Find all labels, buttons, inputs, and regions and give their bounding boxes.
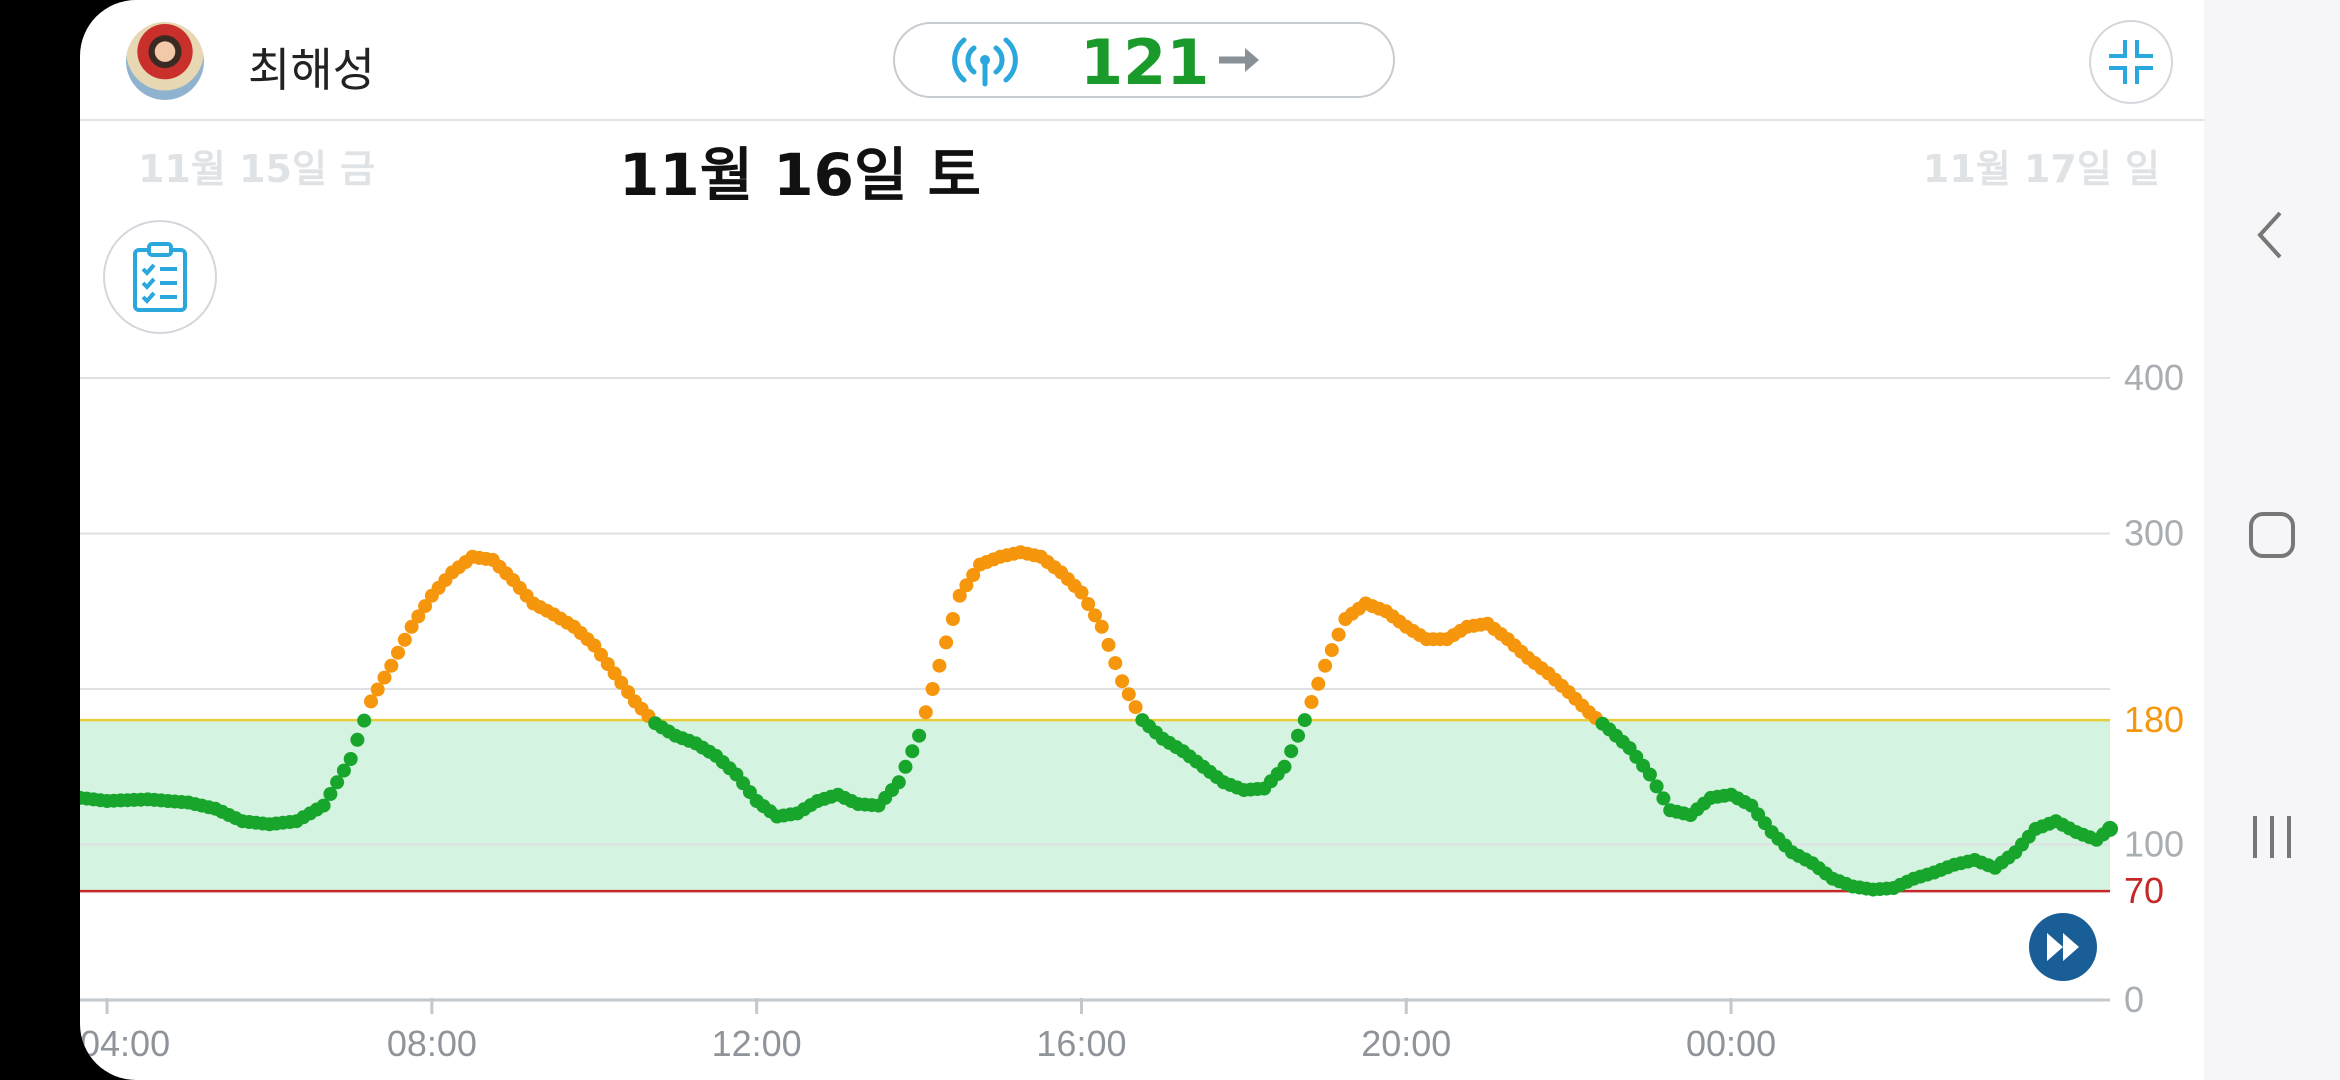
glucose-point xyxy=(1656,791,1671,806)
glucose-point xyxy=(1088,608,1102,623)
log-button[interactable] xyxy=(103,220,217,334)
system-navigation-bar xyxy=(2204,0,2340,1080)
glucose-point xyxy=(364,694,378,709)
glucose-point xyxy=(945,612,960,626)
glucose-data-points xyxy=(80,545,2118,897)
y-tick-label-300: 300 xyxy=(2124,513,2184,554)
glucose-point xyxy=(418,599,433,614)
glucose-point xyxy=(1642,767,1657,782)
y-tick-label-70: 70 xyxy=(2124,870,2164,911)
y-tick-label-0: 0 xyxy=(2124,979,2144,1020)
glucose-point xyxy=(1284,744,1299,759)
glucose-point xyxy=(932,658,947,673)
glucose-point xyxy=(898,759,913,774)
collapse-fullscreen-icon xyxy=(2109,40,2153,84)
glucose-point-latest xyxy=(2102,820,2118,837)
x-tick-label-2000: 20:00 xyxy=(1361,1023,1451,1064)
date-current-title: 11월 16일 토 xyxy=(619,141,981,209)
x-tick-label-1200: 12:00 xyxy=(712,1023,802,1064)
chart-gridlines xyxy=(80,377,2110,1002)
target-range-rect xyxy=(80,720,2110,892)
glucose-point xyxy=(966,568,981,582)
glucose-point xyxy=(959,578,974,593)
user-name: 최해성 xyxy=(248,43,375,97)
collapse-button[interactable] xyxy=(2089,20,2173,104)
current-glucose-value: 121 xyxy=(1080,26,1210,99)
glucose-point xyxy=(1331,627,1346,642)
glucose-point xyxy=(323,787,338,801)
chart-threshold-lines xyxy=(80,718,2110,893)
glucose-point xyxy=(1304,695,1319,709)
header-divider xyxy=(80,119,2204,121)
glucose-point xyxy=(905,744,920,759)
y-axis-labels: 0 70 100 180 300 400 xyxy=(2124,357,2184,1020)
glucose-point xyxy=(330,775,345,790)
glucose-point xyxy=(1115,674,1130,689)
x-tick-label-0800: 08:00 xyxy=(387,1023,477,1064)
y-tick-label-100: 100 xyxy=(2124,824,2184,865)
glucose-point xyxy=(377,670,392,685)
glucose-point xyxy=(1101,637,1116,652)
fast-forward-button[interactable] xyxy=(2029,913,2097,981)
nav-recents-button[interactable] xyxy=(2204,792,2340,882)
app-screen: 최해성 121 11월 15일 금 11월 16일 토 11월 17일 일 xyxy=(80,0,2204,1080)
glucose-point xyxy=(1311,676,1326,691)
date-next-button[interactable]: 11월 17일 일 xyxy=(1922,147,2160,191)
glucose-point xyxy=(370,682,385,697)
glucose-point xyxy=(1318,658,1333,673)
x-axis: 04:00 08:00 12:00 16:00 20:00 00:00 xyxy=(80,998,1776,1064)
clipboard-checklist-icon xyxy=(133,242,187,312)
glucose-point xyxy=(384,658,399,673)
glucose-point xyxy=(925,682,940,696)
trend-arrow-right-icon xyxy=(1219,48,1259,72)
glucose-point xyxy=(316,798,331,813)
glucose-point xyxy=(891,775,906,790)
glucose-point xyxy=(350,732,365,747)
glucose-point xyxy=(1128,700,1143,715)
glucose-point xyxy=(391,645,405,660)
glucose-point xyxy=(1074,585,1089,600)
glucose-point xyxy=(357,713,372,728)
fast-forward-icon xyxy=(2047,933,2079,961)
glucose-point xyxy=(952,588,967,603)
glucose-point xyxy=(1108,656,1123,671)
target-range-band xyxy=(80,720,2110,892)
glucose-point xyxy=(1121,687,1136,702)
glucose-status-pill[interactable]: 121 xyxy=(893,22,1395,99)
glucose-point xyxy=(1094,619,1109,634)
glucose-point xyxy=(939,635,954,650)
glucose-point xyxy=(343,752,358,766)
glucose-point xyxy=(404,619,419,634)
x-tick-label-1600: 16:00 xyxy=(1036,1023,1126,1064)
y-tick-label-400: 400 xyxy=(2124,357,2184,398)
nav-back-button[interactable] xyxy=(2204,190,2340,280)
avatar[interactable] xyxy=(126,22,204,100)
recents-lines-icon xyxy=(2253,816,2291,858)
glucose-point xyxy=(1291,728,1305,743)
glucose-point xyxy=(1324,643,1339,658)
x-tick-label-0400: 04:00 xyxy=(80,1023,170,1064)
glucose-point xyxy=(1649,779,1664,794)
glucose-point xyxy=(336,763,351,778)
y-tick-label-180: 180 xyxy=(2124,699,2184,740)
glucose-point xyxy=(411,609,426,624)
x-tick-label-0000: 00:00 xyxy=(1686,1023,1776,1064)
glucose-point xyxy=(1297,713,1312,728)
glucose-point xyxy=(1081,597,1096,611)
glucose-point xyxy=(1277,759,1292,774)
glucose-point xyxy=(397,632,412,647)
nav-home-button[interactable] xyxy=(2204,490,2340,580)
glucose-point xyxy=(918,705,933,720)
signal-broadcast-icon xyxy=(952,37,1018,87)
home-square-icon xyxy=(2249,512,2295,558)
glucose-chart[interactable]: 0 70 100 180 300 400 04:00 08:00 12:00 16:00 20:0… xyxy=(80,330,2204,1080)
glucose-point xyxy=(912,728,927,743)
date-prev-button[interactable]: 11월 15일 금 xyxy=(138,147,376,191)
chevron-left-icon xyxy=(2257,211,2282,259)
